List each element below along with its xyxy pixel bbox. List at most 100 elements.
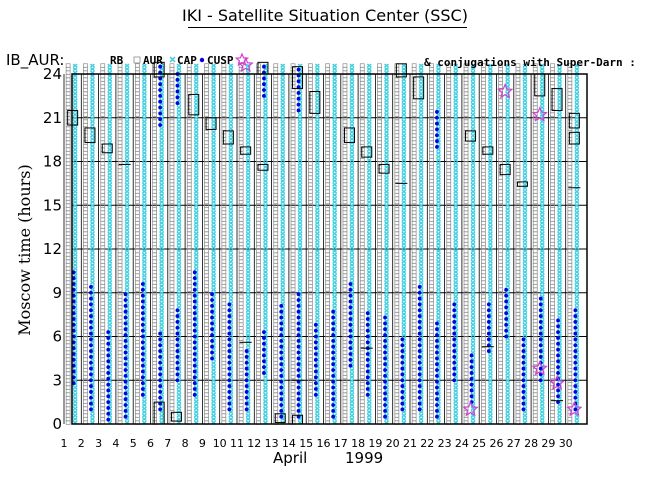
cap-point — [141, 87, 147, 93]
cap-point — [176, 161, 182, 166]
aur-point — [65, 147, 71, 152]
aur-point — [325, 269, 330, 275]
cap-point — [436, 210, 441, 215]
aur-point — [359, 213, 365, 219]
aur-point — [238, 73, 244, 79]
aur-point — [359, 280, 365, 285]
cap-point — [314, 77, 320, 82]
cap-point — [124, 231, 130, 236]
aur-point — [169, 297, 175, 303]
aur-point — [169, 171, 175, 177]
aur-point — [290, 371, 296, 376]
cap-point — [245, 294, 251, 299]
aur-point — [411, 224, 417, 229]
cap-point — [107, 206, 113, 212]
aur-point — [411, 133, 417, 138]
cap-point — [141, 189, 147, 194]
aur-point — [446, 385, 452, 390]
aur-point — [308, 346, 313, 352]
aur-point — [429, 339, 434, 345]
aur-point — [359, 399, 365, 404]
cap-point — [297, 206, 303, 212]
cap-point — [72, 413, 78, 418]
aur-point — [83, 406, 88, 411]
aur-point — [186, 185, 192, 191]
aur-point — [463, 206, 469, 212]
aur-point — [325, 213, 330, 219]
cap-point — [401, 217, 407, 222]
aur-point — [83, 297, 88, 303]
aur-point — [446, 108, 452, 114]
aur-point — [411, 182, 417, 187]
aur-point — [429, 357, 434, 362]
aur-point — [463, 416, 469, 422]
aur-point — [342, 101, 348, 107]
aur-point — [394, 241, 400, 247]
aur-point — [377, 182, 382, 187]
cap-point — [453, 112, 459, 117]
aur-point — [308, 182, 313, 187]
aur-point — [463, 336, 469, 341]
cap-point — [193, 101, 199, 107]
cap-point — [436, 217, 441, 222]
cap-point — [228, 168, 234, 173]
aur-point — [100, 301, 106, 306]
cap-point — [418, 196, 424, 201]
cap-point — [436, 297, 441, 303]
aur-point — [65, 199, 71, 205]
cap-point — [384, 196, 389, 201]
cap-point — [401, 168, 407, 173]
cap-point — [141, 245, 147, 250]
aur-point — [135, 136, 140, 142]
cap-point — [176, 287, 182, 292]
aur-point — [273, 210, 279, 215]
aur-point — [290, 280, 296, 285]
cap-point — [453, 87, 459, 93]
aur-point — [204, 220, 209, 226]
aur-point — [169, 87, 175, 93]
aur-point — [377, 276, 382, 282]
cap-point — [263, 129, 268, 135]
aur-point — [169, 73, 175, 79]
cap-point — [297, 164, 303, 170]
aur-point — [377, 178, 382, 184]
cap-point — [418, 245, 424, 250]
cap-point — [124, 259, 130, 264]
aur-point — [429, 371, 434, 376]
aur-point — [394, 112, 400, 117]
aur-point — [83, 280, 88, 285]
aur-point — [256, 339, 261, 345]
aur-point — [377, 406, 382, 411]
cap-point — [107, 87, 113, 93]
cap-point — [401, 115, 407, 121]
aur-point — [342, 175, 348, 180]
aur-point — [65, 395, 71, 401]
cap-point — [124, 178, 130, 184]
aur-point — [117, 66, 123, 72]
aur-point — [325, 73, 330, 79]
aur-point — [169, 196, 175, 201]
aur-point — [273, 287, 279, 292]
cap-point — [107, 175, 113, 180]
cap-point — [90, 248, 95, 254]
aur-point — [186, 87, 192, 93]
aur-point — [411, 395, 417, 401]
cap-point — [245, 269, 251, 275]
cap-point — [401, 122, 407, 128]
aur-point — [238, 178, 244, 184]
cap-point — [228, 199, 234, 205]
aur-point — [273, 322, 279, 327]
cap-point — [332, 182, 338, 187]
cap-point — [141, 402, 147, 408]
cap-point — [107, 276, 113, 282]
aur-point — [238, 276, 244, 282]
cap-point — [107, 108, 113, 114]
cap-point — [470, 147, 476, 152]
aur-point — [152, 217, 157, 222]
cap-point — [470, 91, 476, 96]
aur-point — [342, 73, 348, 79]
aur-point — [238, 154, 244, 159]
aur-point — [65, 182, 71, 187]
cap-point — [176, 262, 182, 268]
aur-point — [186, 402, 192, 408]
